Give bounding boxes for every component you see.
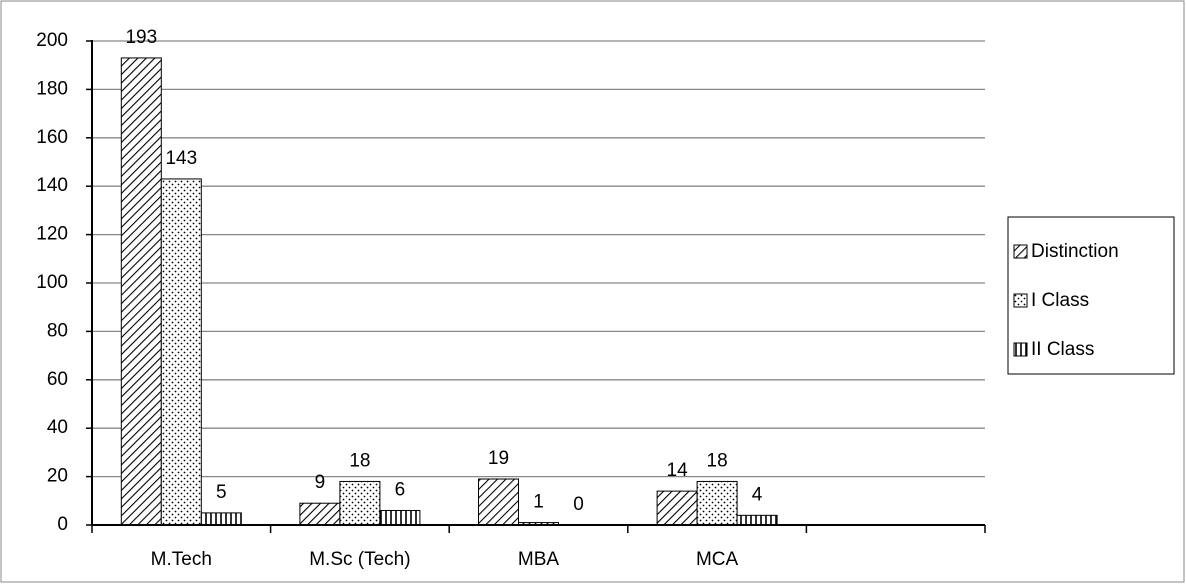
bar bbox=[299, 502, 341, 526]
y-tick-label: 200 bbox=[36, 30, 68, 51]
legend-swatch bbox=[1013, 293, 1028, 308]
y-tick-label: 100 bbox=[36, 272, 68, 293]
legend-label: Distinction bbox=[1031, 241, 1119, 262]
x-tick-label: M.Sc (Tech) bbox=[309, 549, 410, 570]
legend-swatch bbox=[1013, 244, 1028, 259]
value-label: 1 bbox=[533, 492, 544, 513]
x-tick-label: M.Tech bbox=[151, 549, 212, 570]
y-tick-label: 160 bbox=[36, 127, 68, 148]
value-label: 193 bbox=[125, 27, 157, 48]
value-label: 4 bbox=[752, 484, 763, 505]
bar bbox=[160, 178, 202, 526]
x-tick-label: MCA bbox=[696, 549, 739, 570]
bar bbox=[656, 490, 698, 526]
bar bbox=[696, 480, 738, 526]
value-label: 19 bbox=[488, 448, 509, 469]
value-label: 9 bbox=[315, 472, 326, 493]
value-label: 18 bbox=[707, 450, 728, 471]
y-tick-label: 140 bbox=[36, 175, 68, 196]
value-label: 143 bbox=[165, 148, 197, 169]
legend-label: I Class bbox=[1031, 290, 1089, 311]
bar bbox=[200, 512, 242, 526]
legend-label: II Class bbox=[1031, 339, 1094, 360]
y-tick-label: 80 bbox=[47, 320, 68, 341]
bar bbox=[478, 478, 519, 526]
value-label: 0 bbox=[573, 494, 584, 515]
value-label: 18 bbox=[349, 450, 370, 471]
value-label: 5 bbox=[216, 482, 227, 503]
value-label: 14 bbox=[667, 460, 689, 481]
legend-box bbox=[1007, 216, 1175, 375]
y-tick-label: 0 bbox=[57, 514, 68, 535]
y-tick-label: 20 bbox=[47, 466, 68, 487]
x-tick-label: MBA bbox=[518, 549, 560, 570]
y-tick-label: 60 bbox=[47, 369, 68, 390]
value-label: 6 bbox=[395, 479, 406, 500]
y-tick-label: 40 bbox=[47, 417, 68, 438]
y-tick-label: 120 bbox=[36, 224, 68, 245]
legend: Distinction I Class II Class bbox=[1007, 216, 1175, 375]
bar bbox=[339, 480, 381, 526]
bar bbox=[379, 509, 421, 526]
y-tick-label: 180 bbox=[36, 78, 68, 99]
bar bbox=[120, 57, 162, 526]
bar bbox=[736, 514, 778, 526]
legend-swatch bbox=[1013, 342, 1028, 357]
